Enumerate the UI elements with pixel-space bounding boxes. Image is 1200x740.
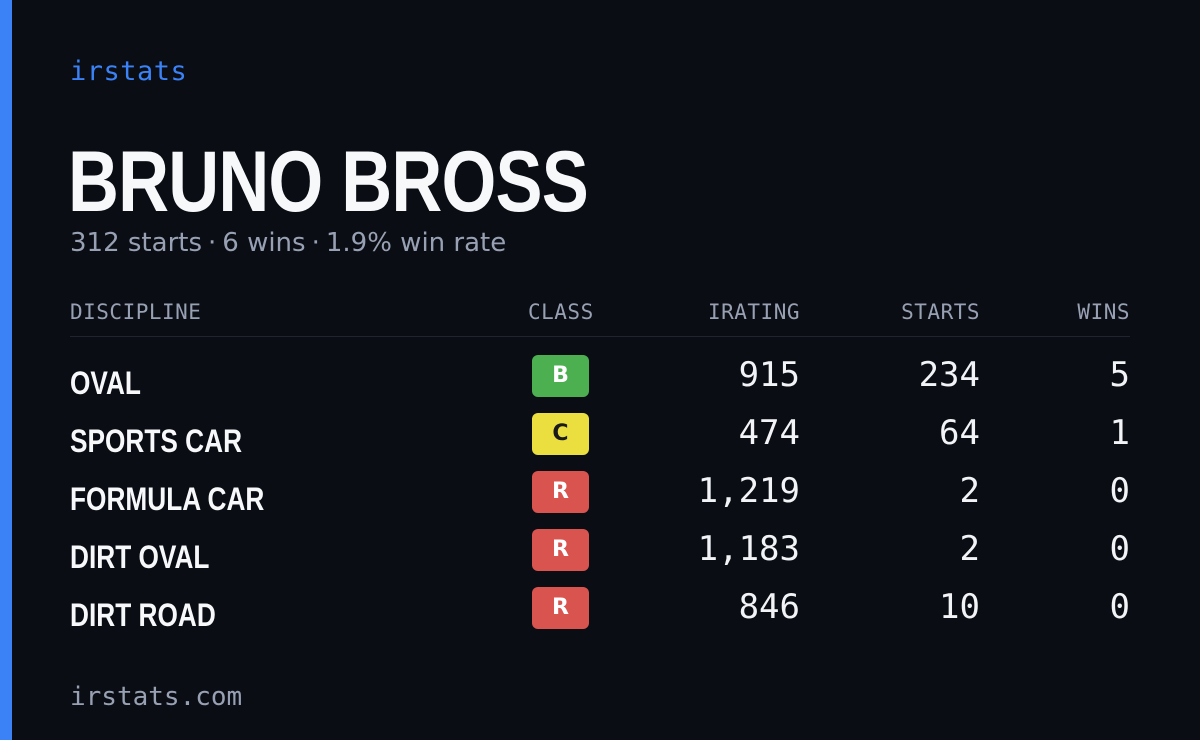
- table-row: OVAL B 915 234 5: [70, 353, 1130, 411]
- header-starts: STARTS: [901, 300, 980, 324]
- brand-logo-text: irstats: [70, 56, 188, 87]
- summary-separator: ·: [208, 228, 217, 258]
- discipline-name: DIRT OVAL: [70, 539, 210, 575]
- summary-wins: 6 wins: [222, 228, 306, 258]
- discipline-name: FORMULA CAR: [70, 481, 265, 517]
- table-row: DIRT OVAL R 1,183 2 0: [70, 527, 1130, 585]
- header-discipline: DISCIPLINE: [70, 300, 202, 324]
- header-irating: IRATING: [707, 300, 800, 324]
- irating-value: 1,183: [697, 529, 800, 569]
- table-row: FORMULA CAR R 1,219 2 0: [70, 469, 1130, 527]
- class-badge: B: [532, 355, 589, 397]
- discipline-name: OVAL: [70, 365, 141, 401]
- wins-value: 1: [1109, 413, 1130, 453]
- footer-url: irstats.com: [70, 682, 243, 712]
- irating-value: 474: [738, 413, 800, 453]
- table-row: SPORTS CAR C 474 64 1: [70, 411, 1130, 469]
- irating-value: 846: [738, 587, 800, 627]
- license-table: DISCIPLINE CLASS IRATING STARTS WINS OVA…: [70, 296, 1130, 643]
- starts-value: 2: [959, 471, 980, 511]
- starts-value: 64: [939, 413, 980, 453]
- class-badge: R: [532, 529, 589, 571]
- class-badge: C: [532, 413, 589, 455]
- irating-value: 915: [738, 355, 800, 395]
- discipline-name: DIRT ROAD: [70, 597, 216, 633]
- table-body: OVAL B 915 234 5 SPORTS CAR C 474 64 1 F…: [70, 337, 1130, 643]
- class-badge: R: [532, 587, 589, 629]
- class-badge: R: [532, 471, 589, 513]
- discipline-name: SPORTS CAR: [70, 423, 243, 459]
- table-row: DIRT ROAD R 846 10 0: [70, 585, 1130, 643]
- irating-value: 1,219: [697, 471, 800, 511]
- driver-name: BRUNO BROSS: [68, 134, 589, 230]
- table-header: DISCIPLINE CLASS IRATING STARTS WINS: [70, 296, 1130, 337]
- summary-win-rate: 1.9% win rate: [325, 228, 507, 258]
- header-wins: WINS: [1077, 300, 1130, 324]
- wins-value: 0: [1109, 529, 1130, 569]
- starts-value: 10: [939, 587, 980, 627]
- wins-value: 0: [1109, 587, 1130, 627]
- summary-starts: 312 starts: [70, 228, 202, 258]
- wins-value: 0: [1109, 471, 1130, 511]
- starts-value: 234: [918, 355, 980, 395]
- driver-summary: 312 starts · 6 wins · 1.9% win rate: [70, 228, 506, 258]
- starts-value: 2: [959, 529, 980, 569]
- wins-value: 5: [1109, 355, 1130, 395]
- summary-separator: ·: [311, 228, 320, 258]
- header-class: CLASS: [528, 300, 594, 324]
- accent-bar: [0, 0, 12, 740]
